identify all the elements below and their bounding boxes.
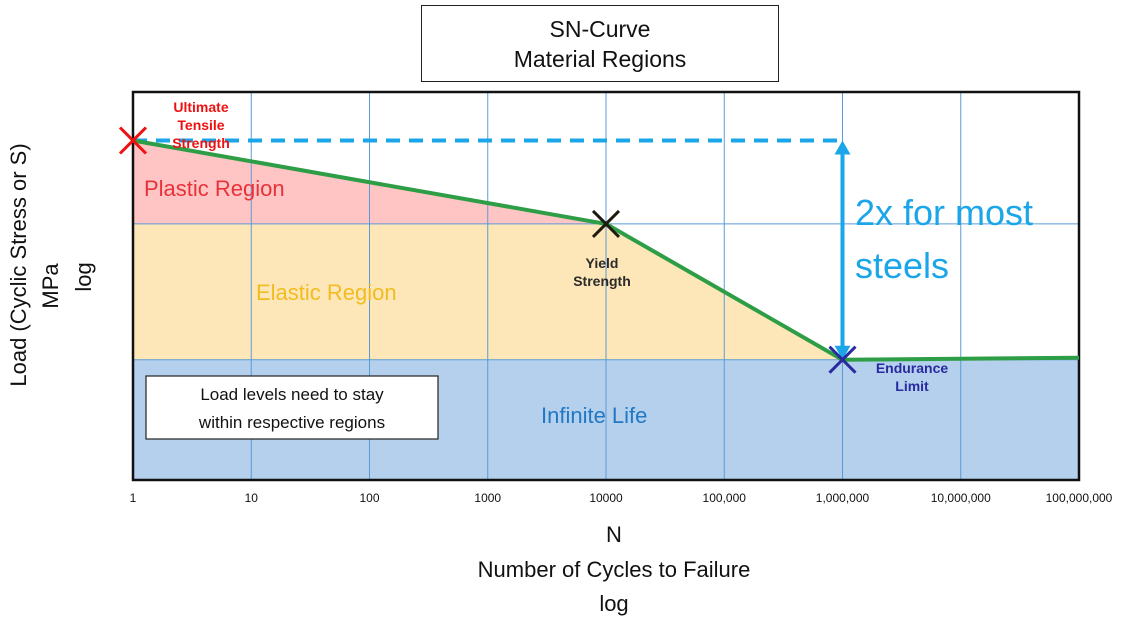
endurance-limit-marker: [828, 345, 857, 374]
y-axis-title-line2: MPa: [38, 263, 63, 309]
x-tick-label: 100,000: [703, 491, 747, 505]
y-axis-title: Load (Cyclic Stress or S): [6, 143, 31, 386]
x-tick-label: 1,000,000: [816, 491, 870, 505]
elastic-region-label: Elastic Region: [256, 280, 397, 305]
endurance-limit-label: Endurance: [876, 360, 949, 376]
chart-subtitle: Material Regions: [513, 45, 687, 72]
x-tick-label: 10,000,000: [931, 491, 991, 505]
uts-label: Strength: [172, 135, 230, 151]
x-tick-label: 1: [130, 491, 137, 505]
y-axis-title-line3: log: [71, 262, 96, 291]
note-box: [145, 375, 439, 440]
uts-label: Tensile: [177, 117, 224, 133]
plot-border: [131, 90, 1081, 482]
x-axis-title-line2: Number of Cycles to Failure: [478, 557, 751, 582]
factor-arrow-head-top: [834, 140, 851, 155]
x-axis-title-line3: log: [599, 591, 628, 616]
uts-label: Ultimate: [173, 99, 228, 115]
x-axis-title: N: [606, 522, 622, 547]
sn-curve-line: [132, 138, 1080, 362]
factor-annotation-line2: steels: [855, 245, 949, 286]
plastic-region-label: Plastic Region: [144, 176, 285, 201]
x-tick-label: 10: [245, 491, 259, 505]
chart-title-box: SN-Curve Material Regions: [421, 5, 779, 82]
infinite-life-label: Infinite Life: [541, 403, 647, 428]
x-tick-label: 100,000,000: [1046, 491, 1113, 505]
yield-strength-marker: [591, 209, 621, 238]
chart-title: SN-Curve: [549, 15, 651, 42]
factor-arrow-head-bottom: [834, 345, 851, 360]
factor-annotation-line1: 2x for most: [855, 192, 1033, 233]
x-tick-label: 100: [359, 491, 379, 505]
x-tick-label: 1000: [474, 491, 501, 505]
ultimate-tensile-strength-marker: [118, 126, 148, 155]
yield-strength-label: Strength: [573, 273, 631, 289]
note-line2: within respective regions: [198, 413, 385, 432]
yield-strength-label: Yield: [586, 255, 619, 271]
x-tick-label: 10000: [589, 491, 623, 505]
note-line1: Load levels need to stay: [200, 385, 384, 404]
endurance-limit-label: Limit: [895, 378, 929, 394]
